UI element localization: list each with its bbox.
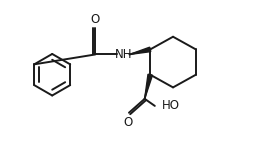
Text: O: O	[124, 116, 133, 129]
Text: NH: NH	[115, 48, 133, 61]
Text: HO: HO	[162, 99, 180, 112]
Polygon shape	[145, 74, 153, 99]
Text: O: O	[91, 13, 100, 26]
Polygon shape	[129, 47, 151, 54]
